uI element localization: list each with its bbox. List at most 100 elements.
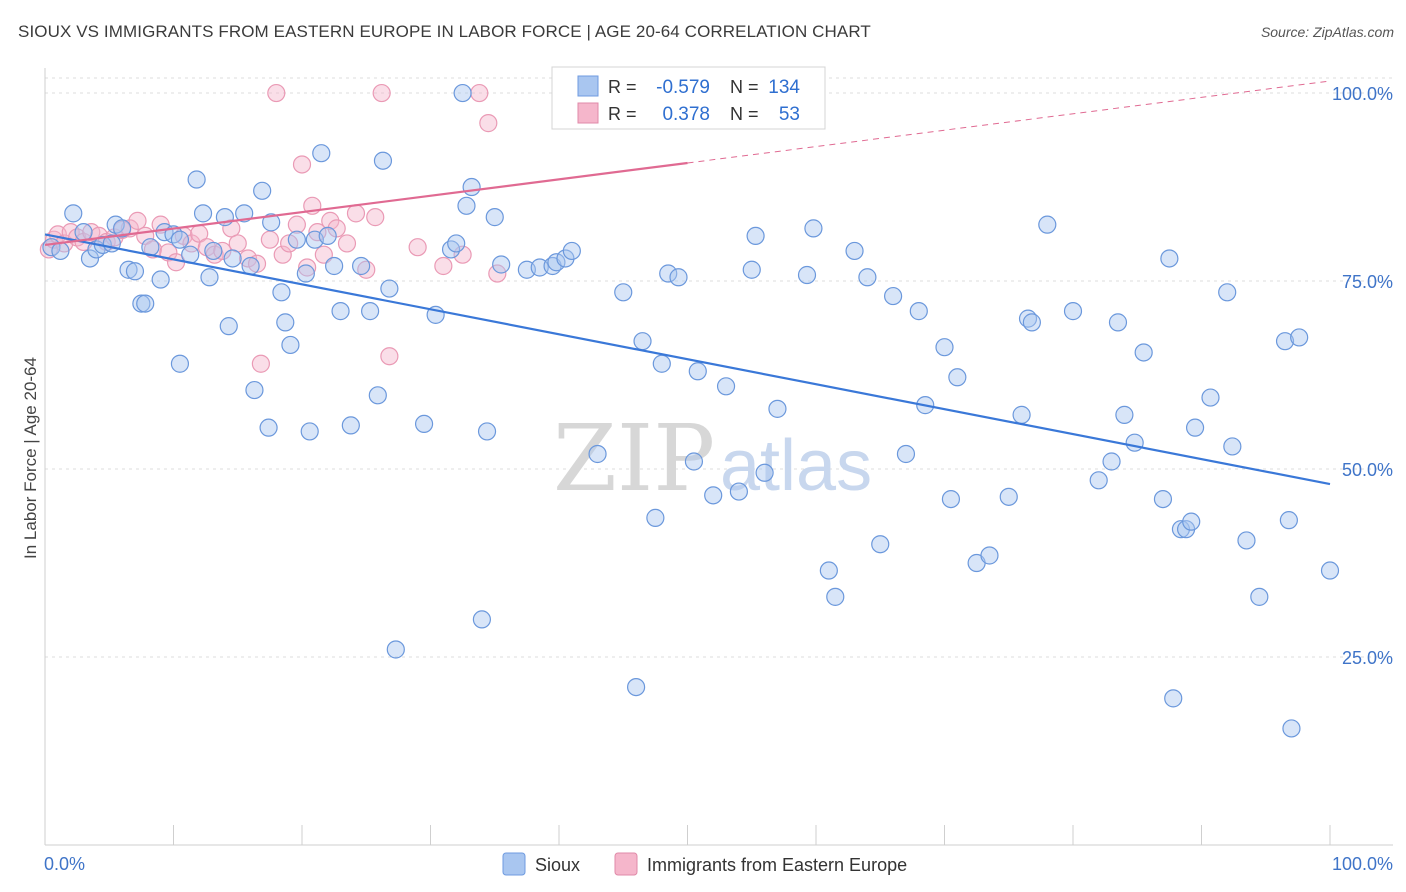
point-sioux [948, 368, 967, 387]
point-sioux [447, 234, 466, 253]
point-sioux [368, 386, 387, 405]
point-sioux [80, 249, 100, 268]
point-sioux [219, 317, 238, 336]
point-sioux [1164, 689, 1183, 708]
trend-line-immigrants-extrapolated [687, 80, 1331, 164]
point-sioux [341, 416, 360, 435]
point-sioux [112, 219, 132, 238]
point-sioux [1115, 405, 1134, 424]
point-sioux [883, 286, 903, 306]
point-sioux [457, 196, 476, 215]
point-sioux [245, 380, 264, 400]
grid-lines [45, 77, 1393, 658]
point-sioux [941, 489, 961, 509]
legend-swatch-sioux [502, 852, 526, 876]
legend-label-sioux: Sioux [535, 855, 580, 875]
point-sioux [556, 249, 575, 268]
point-sioux [386, 640, 405, 659]
stats-n-value-immigrants: 53 [779, 104, 800, 125]
point-immigrants [470, 83, 489, 103]
point-sioux [1153, 489, 1173, 509]
point-sioux [51, 241, 70, 261]
legend-swatch-immigrants [614, 852, 638, 876]
point-sioux [1237, 531, 1256, 550]
point-sioux [492, 255, 511, 274]
point-sioux [1290, 328, 1309, 347]
point-sioux [64, 204, 83, 223]
x-tick-label-max: 100.0% [1332, 854, 1393, 874]
point-sioux [742, 260, 761, 279]
point-sioux [729, 482, 749, 501]
point-sioux [626, 677, 646, 697]
point-sioux [659, 264, 678, 283]
point-sioux [136, 294, 155, 313]
point-sioux [373, 151, 393, 170]
point-sioux [380, 279, 399, 298]
point-sioux [684, 452, 704, 471]
stats-swatch-sioux [577, 75, 599, 97]
point-sioux [704, 486, 723, 505]
y-axis-label: In Labor Force | Age 20-64 [21, 357, 40, 559]
point-sioux [262, 213, 281, 232]
point-immigrants [287, 215, 306, 234]
point-sioux [804, 219, 823, 238]
point-sioux [909, 302, 928, 321]
stats-legend-box: R = -0.579 N = 134 R = 0.378 N = 53 [551, 66, 826, 130]
point-sioux [453, 83, 472, 103]
point-sioux [1223, 437, 1242, 456]
legend-label-immigrants: Immigrants from Eastern Europe [647, 855, 907, 875]
point-immigrants [314, 245, 333, 264]
point-sioux [241, 256, 260, 276]
stats-r-value-sioux: -0.579 [656, 77, 710, 98]
point-sioux [204, 241, 223, 261]
point-sioux [896, 444, 916, 464]
point-sioux [296, 264, 315, 283]
point-sioux [746, 226, 765, 246]
y-tick-labels: 25.0% 50.0% 75.0% 100.0% [1332, 84, 1393, 668]
point-immigrants [222, 219, 241, 238]
y-tick-label-100: 100.0% [1332, 84, 1393, 104]
stats-n-label-immigrants: N = [730, 104, 759, 124]
point-immigrants [366, 208, 385, 227]
series-immigrants-points [39, 83, 507, 373]
point-sioux [1038, 215, 1057, 234]
point-immigrants [434, 256, 453, 276]
watermark-zip: ZIP [553, 405, 715, 512]
point-immigrants [380, 347, 399, 366]
point-sioux [826, 587, 845, 606]
point-sioux [1102, 452, 1121, 471]
stats-r-value-immigrants: 0.378 [662, 104, 710, 125]
point-immigrants [273, 245, 292, 264]
point-sioux [119, 260, 138, 279]
point-immigrants [128, 211, 147, 230]
point-sioux [768, 399, 787, 418]
point-sioux [276, 313, 295, 332]
watermark: ZIP atlas [553, 405, 872, 512]
point-sioux [858, 268, 877, 287]
point-sioux [1218, 283, 1237, 302]
point-sioux [633, 332, 652, 351]
point-sioux [980, 546, 999, 565]
point-sioux [1022, 313, 1041, 332]
point-sioux [871, 535, 890, 554]
point-sioux [151, 270, 170, 289]
point-sioux [1134, 343, 1153, 362]
point-sioux [652, 354, 671, 373]
chart-title: SIOUX VS IMMIGRANTS FROM EASTERN EUROPE … [18, 22, 871, 41]
point-sioux [1108, 313, 1128, 332]
point-sioux [614, 283, 633, 302]
point-sioux [235, 204, 254, 223]
point-sioux [1125, 433, 1144, 452]
watermark-atlas: atlas [720, 426, 872, 506]
point-sioux [352, 256, 371, 276]
point-sioux [477, 422, 497, 441]
stats-n-label-sioux: N = [730, 77, 759, 97]
point-immigrants [479, 114, 498, 133]
stats-r-label-immigrants: R = [608, 104, 637, 124]
axes [44, 68, 1393, 846]
point-sioux [1182, 512, 1201, 531]
y-tick-label-50: 50.0% [1342, 460, 1393, 480]
stats-r-label-sioux: R = [608, 77, 637, 97]
point-sioux [485, 208, 504, 227]
